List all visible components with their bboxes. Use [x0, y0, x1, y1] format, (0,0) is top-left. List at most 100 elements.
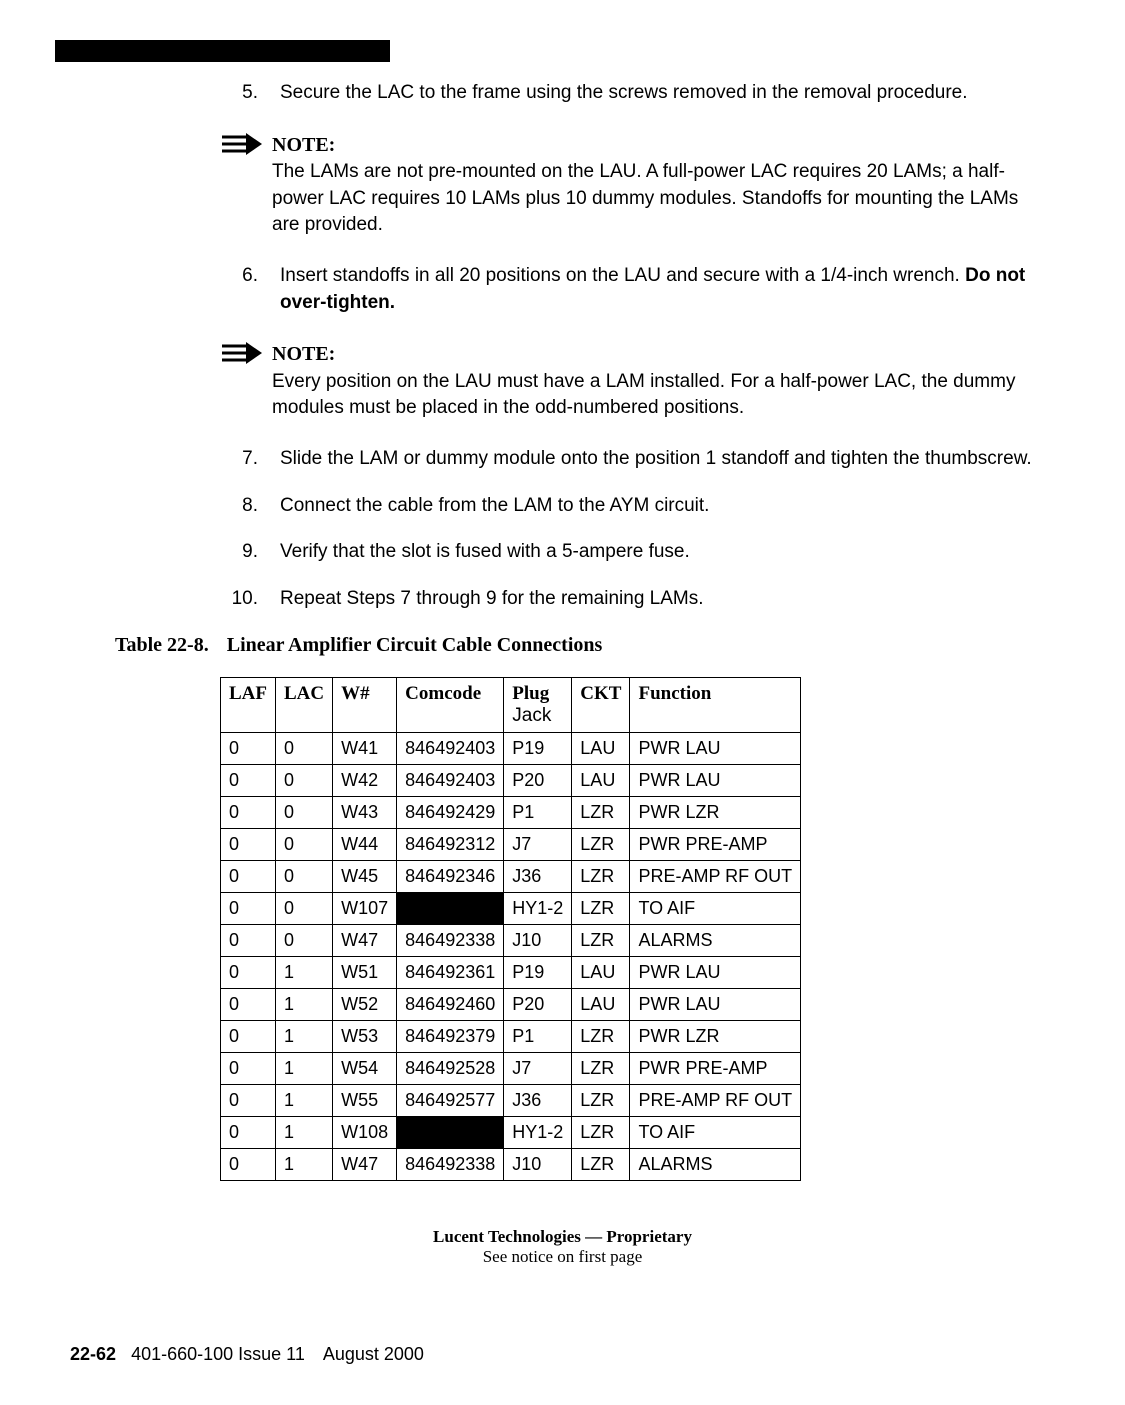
table-cell: HY1-2: [504, 1117, 572, 1149]
step-7: 7. Slide the LAM or dummy module onto th…: [220, 446, 1035, 473]
table-cell: 0: [276, 797, 333, 829]
note-1: NOTE: The LAMs are not pre-mounted on th…: [220, 131, 1035, 239]
table-cell: 0: [221, 1085, 276, 1117]
step-5: 5. Secure the LAC to the frame using the…: [220, 80, 1035, 107]
note-text: The LAMs are not pre-mounted on the LAU.…: [272, 161, 1018, 235]
table-cell: [397, 893, 504, 925]
table-cell: W54: [333, 1053, 397, 1085]
table-cell: PWR LZR: [630, 1021, 801, 1053]
table-row: 01W47846492338J10LZRALARMS: [221, 1149, 801, 1181]
table-cell: PRE-AMP RF OUT: [630, 861, 801, 893]
table-row: 00W47846492338J10LZRALARMS: [221, 925, 801, 957]
table-cell: LZR: [572, 829, 630, 861]
table-cell: 846492403: [397, 765, 504, 797]
table-cell: J7: [504, 829, 572, 861]
step-number: 5.: [220, 80, 280, 107]
step-9: 9. Verify that the slot is fused with a …: [220, 539, 1035, 566]
col-wnum: W#: [333, 678, 397, 733]
table-cell: 0: [221, 957, 276, 989]
table-row: 01W55846492577J36LZRPRE-AMP RF OUT: [221, 1085, 801, 1117]
page-number: 22-62: [70, 1344, 116, 1364]
table-cell: PRE-AMP RF OUT: [630, 1085, 801, 1117]
table-cell: 846492379: [397, 1021, 504, 1053]
step-text: Secure the LAC to the frame using the sc…: [280, 80, 1035, 107]
table-cell: 0: [221, 861, 276, 893]
table-row: 00W44846492312J7LZRPWR PRE-AMP: [221, 829, 801, 861]
footer-proprietary: Lucent Technologies — Proprietary: [70, 1227, 1055, 1247]
step-text: Slide the LAM or dummy module onto the p…: [280, 446, 1035, 473]
table-cell: J36: [504, 861, 572, 893]
table-row: 00W41846492403P19LAUPWR LAU: [221, 733, 801, 765]
col-laf: LAF: [221, 678, 276, 733]
table-cell: LAU: [572, 733, 630, 765]
table-cell: 0: [221, 1021, 276, 1053]
table-cell: W55: [333, 1085, 397, 1117]
table-cell: 0: [276, 733, 333, 765]
table-cell: LZR: [572, 1053, 630, 1085]
table-cell: P20: [504, 989, 572, 1021]
table-cell: W47: [333, 925, 397, 957]
table-cell: 0: [221, 829, 276, 861]
table-cell: PWR LAU: [630, 957, 801, 989]
table-cell: W45: [333, 861, 397, 893]
step-number: 9.: [220, 539, 280, 566]
note-arrow-icon: [220, 340, 272, 422]
table-cell: P1: [504, 1021, 572, 1053]
table-cell: TO AIF: [630, 893, 801, 925]
table-row: 00W45846492346J36LZRPRE-AMP RF OUT: [221, 861, 801, 893]
main-content: 5. Secure the LAC to the frame using the…: [70, 80, 1055, 612]
table-cell: J36: [504, 1085, 572, 1117]
table-cell: W108: [333, 1117, 397, 1149]
header-redaction-bar: [55, 40, 390, 62]
table-cell: P19: [504, 733, 572, 765]
table-row: 01W53846492379P1LZRPWR LZR: [221, 1021, 801, 1053]
table-cell: J10: [504, 1149, 572, 1181]
note-body: NOTE: Every position on the LAU must hav…: [272, 340, 1035, 422]
table-cell: PWR LAU: [630, 733, 801, 765]
step-pre-text: Insert standoffs in all 20 positions on …: [280, 265, 965, 286]
step-number: 7.: [220, 446, 280, 473]
note-label: NOTE:: [272, 343, 335, 365]
table-cell: 0: [276, 925, 333, 957]
table-number: Table 22-8.: [115, 634, 209, 656]
table-cell: 1: [276, 1021, 333, 1053]
table-cell: 1: [276, 1085, 333, 1117]
table-cell: J7: [504, 1053, 572, 1085]
table-cell: LZR: [572, 1021, 630, 1053]
table-cell: W53: [333, 1021, 397, 1053]
table-cell: [397, 1117, 504, 1149]
col-ckt: CKT: [572, 678, 630, 733]
table-cell: 846492429: [397, 797, 504, 829]
step-6: 6. Insert standoffs in all 20 positions …: [220, 263, 1035, 316]
table-cell: TO AIF: [630, 1117, 801, 1149]
table-cell: LZR: [572, 1085, 630, 1117]
table-cell: PWR LZR: [630, 797, 801, 829]
table-cell: LZR: [572, 925, 630, 957]
table-cell: 1: [276, 989, 333, 1021]
page-footer: Lucent Technologies — Proprietary See no…: [70, 1227, 1055, 1267]
table-caption: Table 22-8. Linear Amplifier Circuit Cabl…: [70, 634, 1055, 657]
step-number: 6.: [220, 263, 280, 316]
table-cell: 0: [221, 925, 276, 957]
table-cell: HY1-2: [504, 893, 572, 925]
table-row: 00W43846492429P1LZRPWR LZR: [221, 797, 801, 829]
table-cell: 0: [221, 1053, 276, 1085]
table-cell: 846492528: [397, 1053, 504, 1085]
table-cell: 0: [221, 1117, 276, 1149]
table-cell: LZR: [572, 1117, 630, 1149]
table-cell: W47: [333, 1149, 397, 1181]
step-text: Repeat Steps 7 through 9 for the remaini…: [280, 586, 1035, 613]
table-cell: LZR: [572, 1149, 630, 1181]
table-cell: LZR: [572, 797, 630, 829]
table-cell: 846492577: [397, 1085, 504, 1117]
table-cell: 0: [221, 765, 276, 797]
table-title-text: Linear Amplifier Circuit Cable Connectio…: [227, 634, 603, 656]
table-row: 01W54846492528J7LZRPWR PRE-AMP: [221, 1053, 801, 1085]
table-cell: PWR LAU: [630, 989, 801, 1021]
table-cell: 1: [276, 1053, 333, 1085]
table-cell: 1: [276, 1117, 333, 1149]
table-cell: 0: [276, 765, 333, 797]
doc-info: 401-660-100 Issue 11 August 2000: [131, 1344, 424, 1364]
table-cell: 0: [221, 1149, 276, 1181]
table-cell: W51: [333, 957, 397, 989]
